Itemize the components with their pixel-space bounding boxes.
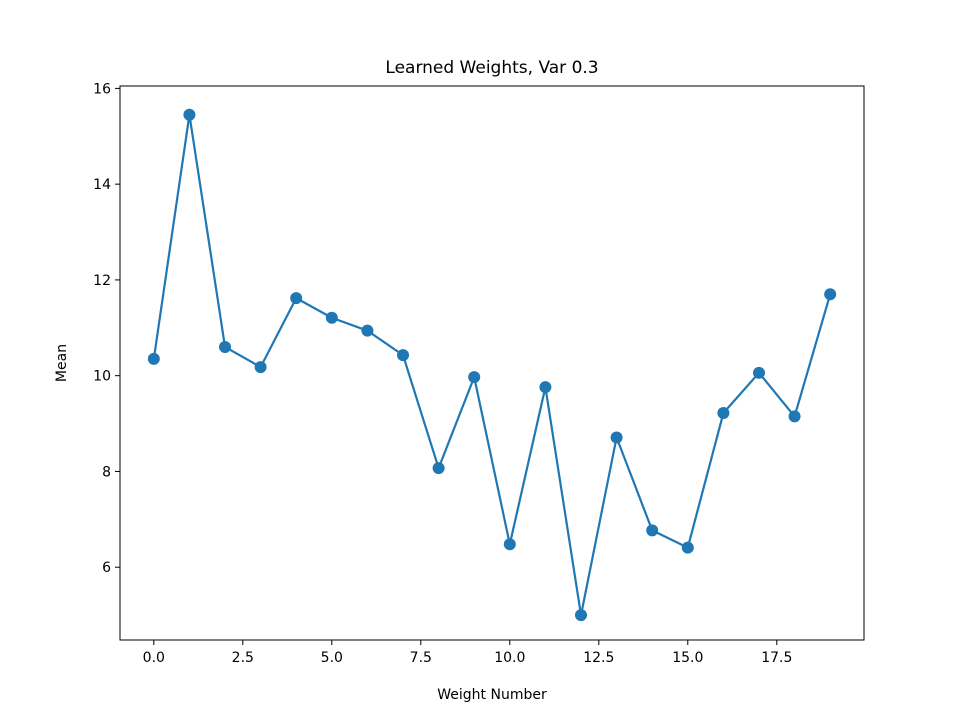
- data-point: [219, 340, 232, 353]
- data-point: [432, 462, 445, 475]
- x-tick-label: 5.0: [321, 650, 343, 666]
- data-point: [610, 431, 623, 444]
- series-line: [152, 113, 832, 617]
- data-point: [752, 366, 765, 379]
- y-tick-label: 10: [93, 369, 111, 385]
- data-point: [681, 541, 694, 554]
- data-point: [325, 311, 338, 324]
- x-axis-label: Weight Number: [437, 687, 547, 703]
- data-point: [254, 361, 267, 374]
- data-point: [361, 324, 374, 337]
- x-tick-label: 12.5: [583, 650, 614, 666]
- chart-title: Learned Weights, Var 0.3: [385, 58, 598, 78]
- data-point: [290, 292, 303, 305]
- x-tick-label: 7.5: [410, 650, 432, 666]
- data-point: [468, 371, 481, 384]
- y-tick-label: 6: [102, 560, 111, 576]
- data-point: [397, 349, 410, 362]
- plot-area: [147, 108, 837, 622]
- x-tick-label: 15.0: [672, 650, 703, 666]
- data-point: [824, 288, 837, 301]
- data-point: [646, 524, 659, 537]
- x-tick-label: 17.5: [761, 650, 792, 666]
- data-point: [539, 381, 552, 394]
- x-tick-label: 2.5: [232, 650, 254, 666]
- y-axis-ticks: 6 8 10 12 14 16: [93, 81, 120, 576]
- data-point: [788, 410, 801, 423]
- y-tick-label: 14: [93, 177, 111, 193]
- y-tick-label: 16: [93, 81, 111, 97]
- x-tick-label: 0.0: [143, 650, 165, 666]
- axes-frame: [119, 85, 865, 641]
- y-tick-label: 12: [93, 273, 111, 289]
- x-axis-ticks: 0.0 2.5 5.0 7.5 10.0 12.5 15.0 17.5: [143, 640, 792, 666]
- x-tick-label: 10.0: [494, 650, 525, 666]
- data-point: [183, 108, 196, 121]
- data-point: [574, 609, 587, 622]
- data-point: [503, 538, 516, 551]
- data-point: [717, 407, 730, 420]
- y-tick-label: 8: [102, 464, 111, 480]
- y-axis-label: Mean: [54, 344, 70, 382]
- data-point: [147, 352, 160, 365]
